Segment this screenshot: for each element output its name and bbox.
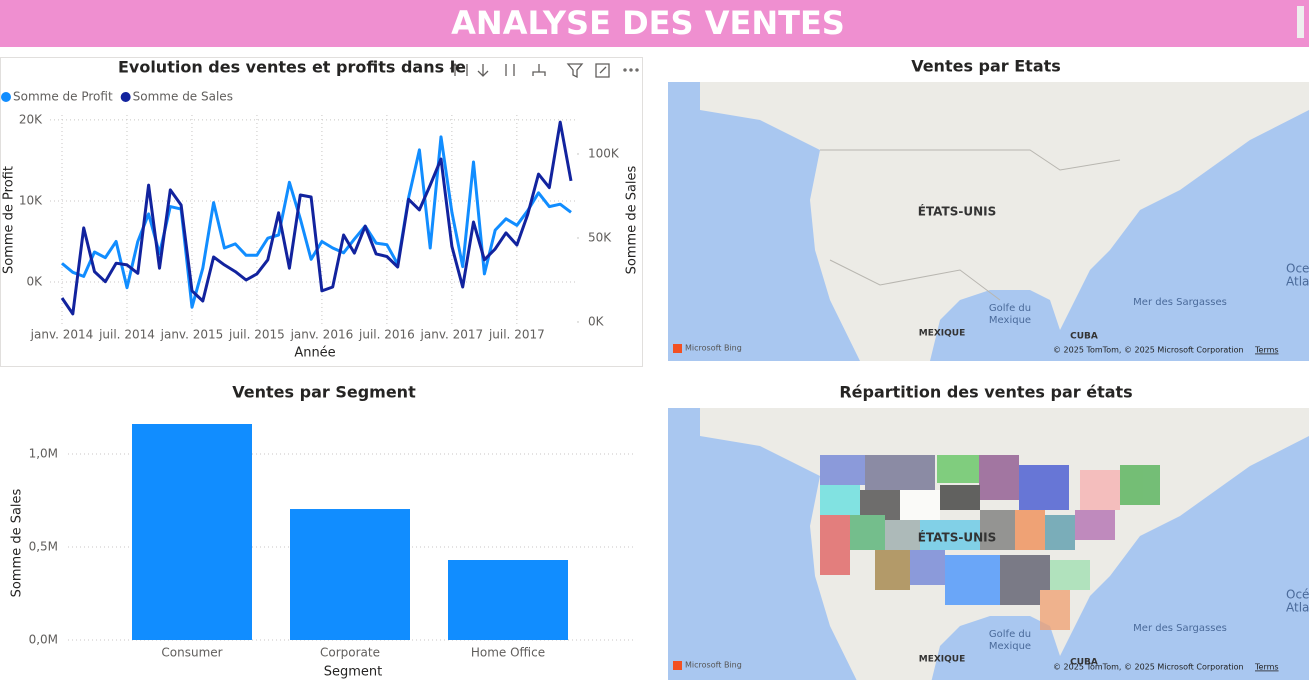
map-cuba-label: CUBA [1070,658,1098,668]
map-title: Ventes par Etats [911,57,1061,76]
state-shapes [820,455,1160,630]
x-tick-label: janv. 2014 [30,328,94,342]
legend-marker [1,92,11,102]
map-gulf-label: Golfe du [989,629,1031,640]
map-copyright: © 2025 TomTom, © 2025 Microsoft Corporat… [1053,663,1244,672]
chart-title: Ventes par Segment [232,383,416,402]
bar [448,560,568,640]
y-tick-label: 20K [19,112,43,126]
y2-tick-label: 100K [588,146,620,160]
map-gulf-label: Mexique [989,315,1031,326]
x-tick-label: juil. 2017 [488,328,545,342]
x-tick-label: Home Office [471,646,545,660]
x-tick-label: janv. 2015 [160,328,224,342]
y-tick-label: 10K [19,193,43,207]
y2-tick-label: 0K [588,314,605,328]
x-axis-title: Segment [324,665,383,680]
map-land [700,82,1309,361]
bing-logo [673,661,682,670]
map-ocean-label: Atlant [1286,601,1309,615]
x-tick-label: juil. 2016 [358,328,415,342]
map-sea-label: Mer des Sargasses [1133,297,1227,308]
y-axis-title: Somme de Profit [2,166,17,274]
map-ocean-label: Oce [1286,262,1309,276]
map-terms[interactable]: Terms [1254,663,1279,672]
y-tick-label: 0K [26,275,43,289]
map-cuba-label: CUBA [1070,332,1098,342]
x-tick-label: janv. 2016 [290,328,354,342]
x-tick-label: Consumer [161,646,222,660]
legend-label: Somme de Profit [13,90,113,104]
map-gulf-label: Golfe du [989,303,1031,314]
page-title: ANALYSE DES VENTES [451,4,845,42]
map-brand: Microsoft Bing [685,661,742,670]
map-ocean-label: Atlant [1286,275,1309,289]
map-sea-label: Mer des Sargasses [1133,623,1227,634]
legend-marker [120,92,131,102]
map-country-label: ÉTATS-UNIS [918,530,997,545]
scrollbar [1297,6,1304,38]
y-axis-title: Somme de Sales [10,488,25,597]
map-brand: Microsoft Bing [685,344,742,353]
visual-toolbar[interactable] [449,63,639,79]
map-country-label: ÉTATS-UNIS [918,204,997,219]
legend-label: Somme de Sales [133,90,233,104]
y-tick-label: 0,5M [29,539,58,553]
header-bar [0,0,1309,47]
map-title: Répartition des ventes par états [839,383,1132,402]
x-axis-title: Année [294,346,335,361]
y-tick-label: 1,0M [29,446,58,460]
map-mexico-label: MEXIQUE [919,329,966,339]
x-tick-label: juil. 2015 [228,328,285,342]
map-ocean-label: Océ [1286,588,1309,602]
map-gulf-label: Mexique [989,641,1031,652]
chart-title: Evolution des ventes et profits dans le [118,58,466,77]
x-tick-label: Corporate [320,646,380,660]
series-line [60,120,573,316]
map-mexico-label: MEXIQUE [919,655,966,665]
map-copyright: © 2025 TomTom, © 2025 Microsoft Corporat… [1053,346,1244,355]
bar [290,509,410,640]
x-tick-label: janv. 2017 [420,328,484,342]
map-border [820,149,1121,301]
y2-tick-label: 50K [588,230,612,244]
y-tick-label: 0,0M [29,633,58,647]
bar [132,424,252,640]
bing-logo [673,344,682,353]
map-terms[interactable]: Terms [1254,346,1279,355]
y2-axis-title: Somme de Sales [625,165,640,274]
x-tick-label: juil. 2014 [98,328,155,342]
